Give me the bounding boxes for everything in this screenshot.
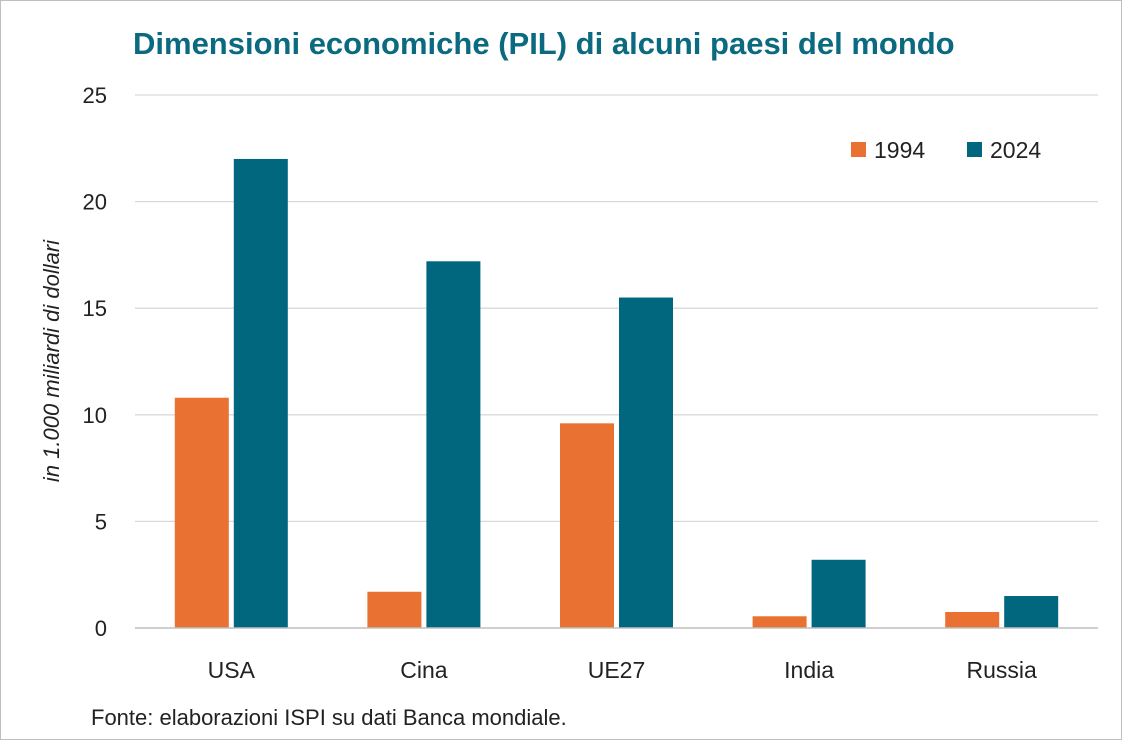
y-tick-label: 25 (83, 83, 107, 108)
bar-cina-2024 (426, 261, 481, 628)
bars (174, 158, 1059, 628)
bar-ue27-2024 (619, 297, 673, 628)
legend-label-2024: 2024 (990, 137, 1041, 163)
legend-label-1994: 1994 (874, 137, 925, 163)
x-category-label: India (784, 657, 834, 683)
legend: 1994 2024 (851, 137, 1041, 163)
bar-usa-1994 (174, 397, 229, 628)
bar-ue27-1994 (560, 423, 614, 628)
x-category-label: USA (208, 657, 256, 683)
legend-swatch-1994 (851, 142, 866, 157)
y-tick-label: 10 (83, 403, 107, 428)
bar-india-1994 (752, 616, 807, 628)
chart-title: Dimensioni economiche (PIL) di alcuni pa… (133, 26, 955, 61)
legend-swatch-2024 (967, 142, 982, 157)
x-category-label: Cina (400, 657, 448, 683)
y-axis-ticks: 0 5 10 15 20 25 (83, 83, 107, 641)
bar-india-2024 (811, 559, 866, 628)
bar-cina-1994 (367, 591, 422, 628)
y-tick-label: 15 (83, 296, 107, 321)
y-axis-label: in 1.000 miliardi di dollari (39, 239, 64, 482)
y-tick-label: 0 (95, 616, 107, 641)
y-tick-label: 20 (83, 190, 107, 215)
gridlines (135, 94, 1098, 523)
x-category-label: UE27 (588, 657, 646, 683)
x-category-label: Russia (967, 657, 1038, 683)
x-axis-categories: USA Cina UE27 India Russia (208, 657, 1037, 683)
bar-russia-1994 (945, 612, 1000, 628)
bar-russia-2024 (1004, 596, 1059, 628)
y-tick-label: 5 (95, 509, 107, 534)
source-note: Fonte: elaborazioni ISPI su dati Banca m… (91, 705, 567, 730)
bar-usa-2024 (233, 158, 288, 628)
